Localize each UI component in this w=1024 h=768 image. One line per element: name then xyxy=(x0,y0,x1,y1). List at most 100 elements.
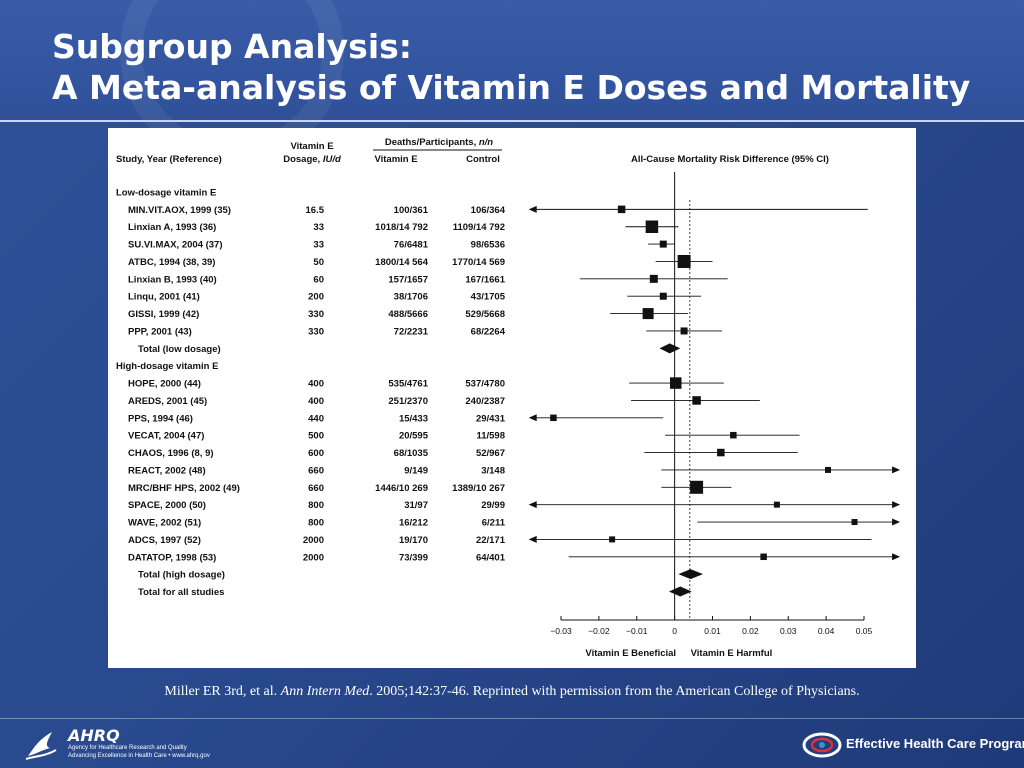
study-vitamin-e-deaths: 31/97 xyxy=(404,500,428,511)
study-dose: 200 xyxy=(308,292,324,303)
study-dose: 33 xyxy=(313,240,324,251)
study-control-deaths: 52/967 xyxy=(476,448,505,459)
x-tick-label: −0.02 xyxy=(588,626,610,636)
study-label: PPS, 1994 (46) xyxy=(128,413,193,424)
x-tick-label: 0 xyxy=(672,626,677,636)
point-estimate xyxy=(680,327,688,335)
study-dose: 600 xyxy=(308,448,324,459)
study-control-deaths: 1389/10 267 xyxy=(452,483,505,494)
citation-details: . 2005;142:37-46. Reprinted with permiss… xyxy=(369,684,860,699)
total-diamond xyxy=(678,569,704,580)
study-vitamin-e-deaths: 16/212 xyxy=(399,518,428,529)
title-line-2: A Meta-analysis of Vitamin E Doses and M… xyxy=(52,68,971,107)
study-control-deaths: 106/364 xyxy=(471,205,506,216)
study-label: Linxian B, 1993 (40) xyxy=(128,274,217,285)
title-divider xyxy=(0,120,1024,122)
point-estimate xyxy=(690,480,704,494)
point-estimate xyxy=(851,519,858,526)
study-dose: 2000 xyxy=(303,552,324,563)
x-tick-label: 0.02 xyxy=(742,626,759,636)
study-control-deaths: 11/598 xyxy=(476,431,505,442)
study-vitamin-e-deaths: 1800/14 564 xyxy=(375,257,429,268)
point-estimate xyxy=(642,308,654,320)
citation-caption: Miller ER 3rd, et al. Ann Intern Med. 20… xyxy=(0,684,1024,700)
point-estimate xyxy=(730,431,737,439)
study-label: REACT, 2002 (48) xyxy=(128,465,206,476)
study-vitamin-e-deaths: 73/399 xyxy=(399,552,428,563)
study-control-deaths: 22/171 xyxy=(476,535,506,546)
point-estimate xyxy=(609,536,616,543)
study-dose: 500 xyxy=(308,431,324,442)
point-estimate xyxy=(670,377,682,389)
ci-arrow-right xyxy=(892,501,901,509)
header-effect: All-Cause Mortality Risk Difference (95%… xyxy=(631,154,829,165)
study-vitamin-e-deaths: 76/6481 xyxy=(394,240,429,251)
ehc-program-name: Effective Health Care Program xyxy=(846,736,1024,751)
study-label: PPP, 2001 (43) xyxy=(128,326,192,337)
study-dose: 2000 xyxy=(303,535,324,546)
study-vitamin-e-deaths: 251/2370 xyxy=(388,396,428,407)
study-dose: 330 xyxy=(308,326,324,337)
study-vitamin-e-deaths: 535/4761 xyxy=(388,379,428,390)
point-estimate xyxy=(825,466,832,473)
study-control-deaths: 1770/14 569 xyxy=(452,257,505,268)
ahrq-tagline-2: Advancing Excellence in Health Care • ww… xyxy=(68,753,210,759)
study-dose: 660 xyxy=(308,465,324,476)
ci-arrow-left xyxy=(528,501,537,509)
study-control-deaths: 29/99 xyxy=(481,500,505,511)
x-tick-label: 0.01 xyxy=(704,626,721,636)
study-vitamin-e-deaths: 72/2231 xyxy=(394,326,429,337)
ci-arrow-right xyxy=(892,518,901,526)
study-label: MRC/BHF HPS, 2002 (49) xyxy=(128,483,240,494)
study-label: SU.VI.MAX, 2004 (37) xyxy=(128,240,223,251)
ci-arrow-left xyxy=(528,205,537,213)
x-tick-label: 0.03 xyxy=(780,626,797,636)
study-label: CHAOS, 1996 (8, 9) xyxy=(128,448,214,459)
ci-arrow-left xyxy=(528,414,537,422)
total-diamond xyxy=(668,586,692,597)
study-control-deaths: 98/6536 xyxy=(471,240,505,251)
study-control-deaths: 537/4780 xyxy=(465,379,505,390)
point-estimate xyxy=(659,292,667,300)
total-label: Total (high dosage) xyxy=(138,570,225,581)
forest-plot: Study, Year (Reference) Vitamin E Dosage, … xyxy=(116,137,901,659)
study-vitamin-e-deaths: 1018/14 792 xyxy=(375,222,428,233)
study-label: Linxian A, 1993 (36) xyxy=(128,222,216,233)
citation-journal: Ann Intern Med xyxy=(280,684,370,699)
point-estimate xyxy=(760,553,767,561)
point-estimate xyxy=(649,274,658,283)
study-dose: 330 xyxy=(308,309,324,320)
forest-plot-panel: Study, Year (Reference) Vitamin E Dosage, … xyxy=(108,128,916,668)
x-tick-label: −0.01 xyxy=(626,626,648,636)
title-bar: Subgroup Analysis: A Meta-analysis of Vi… xyxy=(0,0,1024,164)
study-label: ADCS, 1997 (52) xyxy=(128,535,201,546)
study-dose: 400 xyxy=(308,379,324,390)
point-estimate xyxy=(773,501,780,508)
header-study: Study, Year (Reference) xyxy=(116,154,222,165)
title-line-1: Subgroup Analysis: xyxy=(52,27,412,66)
study-label: DATATOP, 1998 (53) xyxy=(128,552,216,563)
point-estimate xyxy=(717,448,725,457)
study-label: GISSI, 1999 (42) xyxy=(128,309,199,320)
study-control-deaths: 3/148 xyxy=(481,465,505,476)
study-control-deaths: 240/2387 xyxy=(465,396,505,407)
study-dose: 400 xyxy=(308,396,324,407)
study-label: WAVE, 2002 (51) xyxy=(128,518,201,529)
study-dose: 800 xyxy=(308,500,324,511)
study-vitamin-e-deaths: 38/1706 xyxy=(394,292,428,303)
point-estimate xyxy=(659,240,667,248)
x-tick-label: −0.03 xyxy=(550,626,572,636)
hhs-eagle-icon xyxy=(25,732,57,760)
footer-divider xyxy=(0,718,1024,719)
ahrq-logo-icon: AHRQ Agency for Healthcare Research and … xyxy=(68,728,210,762)
study-label: HOPE, 2000 (44) xyxy=(128,379,201,390)
study-vitamin-e-deaths: 20/595 xyxy=(399,431,429,442)
header-dose-line2: Dosage, IU/d xyxy=(283,154,341,165)
study-dose: 16.5 xyxy=(306,205,325,216)
ahrq-tagline-1: Agency for Healthcare Research and Quali… xyxy=(68,745,187,751)
study-vitamin-e-deaths: 68/1035 xyxy=(394,448,429,459)
study-dose: 440 xyxy=(308,413,324,424)
study-dose: 800 xyxy=(308,518,324,529)
study-dose: 660 xyxy=(308,483,324,494)
study-control-deaths: 167/1661 xyxy=(465,274,505,285)
